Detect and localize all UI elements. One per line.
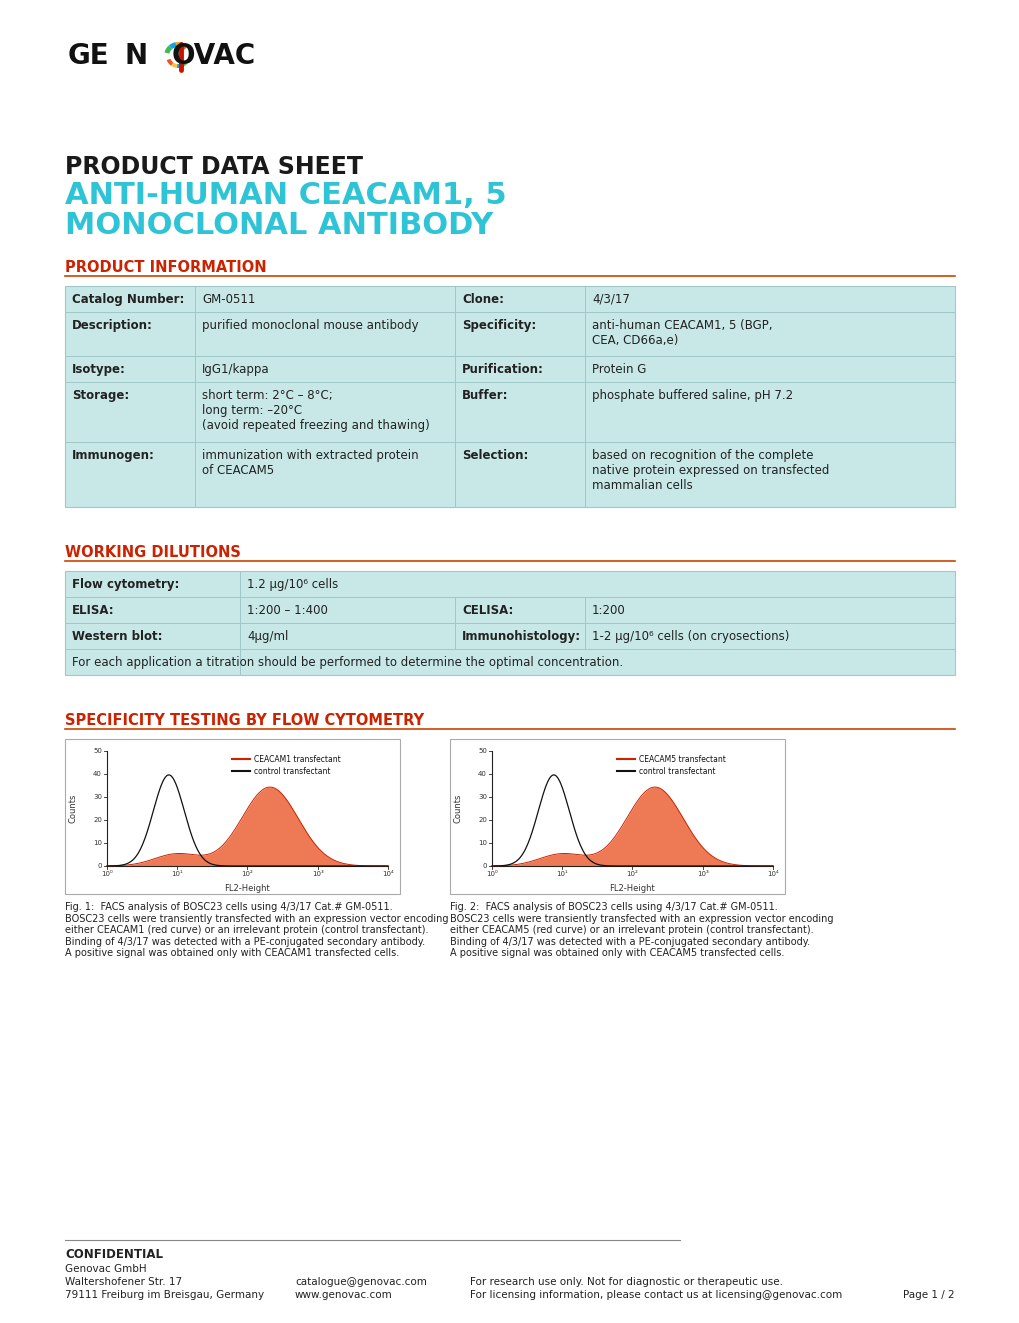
Text: 30: 30 <box>93 794 102 800</box>
Text: control transfectant: control transfectant <box>639 766 715 775</box>
Text: short term: 2°C – 8°C;
long term: –20°C
(avoid repeated freezing and thawing): short term: 2°C – 8°C; long term: –20°C … <box>202 389 429 433</box>
Text: Waltershofener Str. 17: Waltershofener Str. 17 <box>65 1277 182 1287</box>
Text: N: N <box>125 42 148 70</box>
Text: For each application a titration should be performed to determine the optimal co: For each application a titration should … <box>72 656 623 669</box>
Bar <box>65 740 399 894</box>
Text: GM-0511: GM-0511 <box>202 292 255 306</box>
Text: 0: 0 <box>482 863 486 869</box>
Text: CEACAM5 transfectant: CEACAM5 transfectant <box>639 754 726 763</box>
Wedge shape <box>176 64 182 67</box>
Text: 1:200 – 1:400: 1:200 – 1:400 <box>247 605 327 617</box>
Text: 40: 40 <box>478 771 486 777</box>
Text: 10²: 10² <box>626 871 638 877</box>
Text: 40: 40 <box>93 771 102 777</box>
Text: 50: 50 <box>93 747 102 754</box>
Wedge shape <box>164 45 172 54</box>
Text: based on recognition of the complete
native protein expressed on transfected
mam: based on recognition of the complete nat… <box>591 448 828 492</box>
Text: purified monoclonal mouse antibody: purified monoclonal mouse antibody <box>202 319 418 332</box>
Text: Fig. 1:  FACS analysis of BOSC23 cells using 4/3/17 Cat.# GM-0511.
BOSC23 cells : Fig. 1: FACS analysis of BOSC23 cells us… <box>65 902 448 958</box>
Text: PRODUCT DATA SHEET: PRODUCT DATA SHEET <box>65 155 363 179</box>
Text: 10⁴: 10⁴ <box>382 871 393 877</box>
Text: 10⁰: 10⁰ <box>486 871 497 877</box>
Wedge shape <box>181 61 187 67</box>
Text: 10¹: 10¹ <box>171 871 183 877</box>
Text: Purification:: Purification: <box>462 363 543 376</box>
Wedge shape <box>169 42 176 49</box>
Text: 10²: 10² <box>242 871 253 877</box>
Text: Storage:: Storage: <box>72 389 129 402</box>
Text: anti-human CEACAM1, 5 (BGP,
CEA, CD66a,e): anti-human CEACAM1, 5 (BGP, CEA, CD66a,e… <box>591 319 771 347</box>
Text: 79111 Freiburg im Breisgau, Germany: 79111 Freiburg im Breisgau, Germany <box>65 1290 264 1301</box>
Text: IgG1/kappa: IgG1/kappa <box>202 363 269 376</box>
Text: Catalog Number:: Catalog Number: <box>72 292 184 306</box>
Text: Genovac GmbH: Genovac GmbH <box>65 1263 147 1274</box>
Text: 1:200: 1:200 <box>591 605 625 617</box>
Text: Description:: Description: <box>72 319 153 332</box>
Text: 1.2 μg/10⁶ cells: 1.2 μg/10⁶ cells <box>247 578 338 591</box>
Text: CONFIDENTIAL: CONFIDENTIAL <box>65 1248 163 1261</box>
Text: Specificity:: Specificity: <box>462 319 536 332</box>
Text: FL2-Height: FL2-Height <box>224 884 270 893</box>
Text: OVAC: OVAC <box>172 42 256 70</box>
Text: MONOCLONAL ANTIBODY: MONOCLONAL ANTIBODY <box>65 210 492 239</box>
Text: 0: 0 <box>98 863 102 869</box>
Text: FL2-Height: FL2-Height <box>609 884 655 893</box>
Text: GE: GE <box>68 42 109 70</box>
Text: Counts: Counts <box>453 794 462 823</box>
Bar <box>65 286 954 507</box>
Text: Isotype:: Isotype: <box>72 363 125 376</box>
Text: 4μg/ml: 4μg/ml <box>247 630 288 643</box>
Text: ELISA:: ELISA: <box>72 605 114 617</box>
Text: Protein G: Protein G <box>591 363 646 376</box>
Text: Western blot:: Western blot: <box>72 630 162 643</box>
Text: 10: 10 <box>93 840 102 845</box>
Text: SPECIFICITY TESTING BY FLOW CYTOMETRY: SPECIFICITY TESTING BY FLOW CYTOMETRY <box>65 713 424 728</box>
Text: catalogue@genovac.com: catalogue@genovac.com <box>294 1277 427 1287</box>
Text: Immunohistology:: Immunohistology: <box>462 630 581 643</box>
Text: control transfectant: control transfectant <box>255 766 331 775</box>
Text: 10⁴: 10⁴ <box>766 871 779 877</box>
Text: 10⁰: 10⁰ <box>101 871 113 877</box>
Text: 10¹: 10¹ <box>555 871 568 877</box>
Text: 10³: 10³ <box>312 871 323 877</box>
Text: phosphate buffered saline, pH 7.2: phosphate buffered saline, pH 7.2 <box>591 389 793 402</box>
Text: Clone:: Clone: <box>462 292 503 306</box>
Text: CEACAM1 transfectant: CEACAM1 transfectant <box>255 754 341 763</box>
Wedge shape <box>175 42 181 48</box>
Wedge shape <box>180 42 187 50</box>
Text: 50: 50 <box>478 747 486 754</box>
Text: 4/3/17: 4/3/17 <box>591 292 630 306</box>
Text: 1-2 μg/10⁶ cells (on cryosections): 1-2 μg/10⁶ cells (on cryosections) <box>591 630 789 643</box>
Text: WORKING DILUTIONS: WORKING DILUTIONS <box>65 545 240 560</box>
Text: PRODUCT INFORMATION: PRODUCT INFORMATION <box>65 261 266 275</box>
Text: immunization with extracted protein
of CEACAM5: immunization with extracted protein of C… <box>202 448 418 478</box>
Text: ANTI-HUMAN CEACAM1, 5: ANTI-HUMAN CEACAM1, 5 <box>65 181 506 210</box>
Text: CELISA:: CELISA: <box>462 605 513 617</box>
Text: www.genovac.com: www.genovac.com <box>294 1290 392 1301</box>
Text: Page 1 / 2: Page 1 / 2 <box>903 1290 954 1301</box>
Bar <box>449 740 785 894</box>
Text: For research use only. Not for diagnostic or therapeutic use.: For research use only. Not for diagnosti… <box>470 1277 783 1287</box>
Text: 30: 30 <box>478 794 486 800</box>
Text: 10: 10 <box>478 840 486 845</box>
Text: Selection:: Selection: <box>462 448 528 462</box>
Text: Buffer:: Buffer: <box>462 389 508 402</box>
Wedge shape <box>171 62 177 67</box>
Text: Counts: Counts <box>68 794 77 823</box>
Text: Flow cytometry:: Flow cytometry: <box>72 578 179 591</box>
Text: 20: 20 <box>478 818 486 823</box>
Text: Immunogen:: Immunogen: <box>72 448 155 462</box>
Text: 20: 20 <box>93 818 102 823</box>
Text: For licensing information, please contact us at licensing@genovac.com: For licensing information, please contac… <box>470 1290 842 1301</box>
Wedge shape <box>166 58 173 66</box>
Text: Fig. 2:  FACS analysis of BOSC23 cells using 4/3/17 Cat.# GM-0511.
BOSC23 cells : Fig. 2: FACS analysis of BOSC23 cells us… <box>449 902 833 958</box>
Bar <box>65 572 954 675</box>
Text: 10³: 10³ <box>696 871 708 877</box>
